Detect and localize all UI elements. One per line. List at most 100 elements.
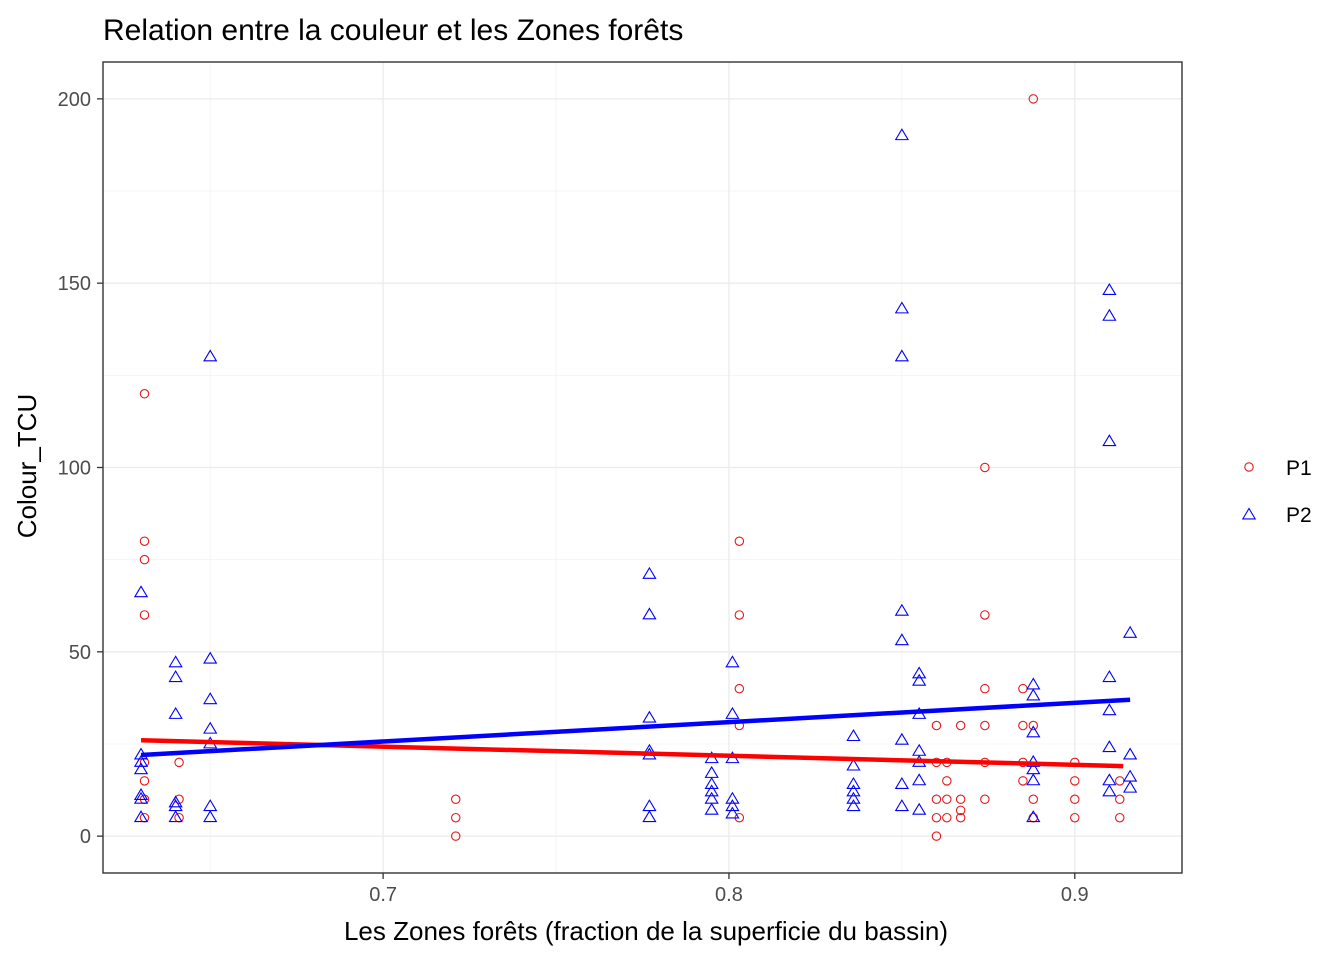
data-point [168, 810, 183, 823]
legend-label: P2 [1286, 504, 1312, 527]
data-point [912, 773, 927, 786]
chart-title: Relation entre la couleur et les Zones f… [103, 14, 683, 47]
y-tick-label: 50 [69, 642, 91, 664]
trend-lines [140, 697, 1131, 769]
data-point [980, 610, 990, 620]
data-point [1102, 784, 1117, 797]
data-point [931, 794, 942, 805]
data-point [931, 812, 942, 823]
data-point [931, 831, 942, 841]
data-point [203, 349, 218, 362]
data-point [894, 128, 910, 141]
data-point [1026, 810, 1041, 823]
data-point [133, 585, 149, 598]
data-point [912, 673, 927, 686]
data-point [955, 794, 966, 805]
series-p2 [133, 128, 1138, 823]
legend-key-p2 [1241, 507, 1257, 520]
data-point [1122, 780, 1138, 793]
legend: P1 P2 [1241, 457, 1312, 527]
data-point [980, 462, 990, 473]
data-point [1018, 776, 1028, 786]
data-point [980, 794, 990, 805]
data-point [1102, 670, 1117, 683]
data-point [139, 610, 150, 620]
y-tick-label: 0 [80, 826, 91, 848]
data-point [168, 706, 183, 719]
data-point [955, 812, 966, 823]
plot-area [102, 61, 1183, 874]
data-point [1018, 720, 1028, 731]
data-point [1122, 747, 1138, 760]
trend-line-p2 [140, 697, 1131, 758]
data-point [704, 776, 719, 789]
data-point [1026, 754, 1041, 767]
data-point [725, 806, 740, 819]
legend-key-p1 [1244, 462, 1254, 472]
data-point [203, 721, 218, 734]
data-point [1102, 740, 1117, 753]
data-point [846, 784, 861, 797]
data-point [133, 754, 149, 767]
data-point [133, 762, 149, 775]
data-point [894, 301, 910, 314]
data-point [894, 633, 910, 646]
data-point [704, 784, 719, 797]
data-point [1122, 625, 1138, 638]
data-point [1026, 773, 1041, 786]
x-tick-label: 0.7 [369, 884, 397, 906]
grid-major [103, 62, 1182, 873]
data-point [168, 655, 183, 668]
data-point [734, 536, 745, 546]
data-points [133, 94, 1138, 841]
data-point [894, 603, 910, 616]
data-point [942, 794, 952, 805]
data-point [642, 810, 657, 823]
data-point [1026, 688, 1041, 701]
data-point [894, 349, 910, 362]
data-point [846, 799, 861, 812]
x-tick-label: 0.8 [715, 884, 743, 906]
data-point [203, 651, 218, 664]
y-axis: 0 50 100 150 200 [58, 89, 103, 848]
data-point [1102, 434, 1117, 447]
legend-label: P1 [1286, 457, 1312, 480]
data-point [133, 788, 149, 801]
data-point [1028, 720, 1039, 731]
data-point [942, 812, 952, 823]
data-point [203, 692, 218, 705]
data-point [725, 655, 740, 668]
data-point [1102, 282, 1117, 296]
data-point [942, 776, 952, 786]
data-point [642, 566, 657, 579]
data-point [139, 554, 150, 565]
data-point [846, 729, 861, 742]
data-point [1026, 725, 1041, 738]
data-point [931, 720, 942, 731]
data-point [955, 720, 966, 731]
x-tick-label: 0.9 [1061, 884, 1089, 906]
data-point [846, 776, 861, 789]
y-axis-title: Colour_TCU [12, 394, 42, 539]
y-tick-label: 150 [58, 273, 91, 295]
data-point [1102, 703, 1117, 716]
data-point [912, 802, 927, 815]
data-point [725, 799, 740, 812]
data-point [139, 536, 150, 546]
data-point [168, 670, 183, 683]
data-point [450, 794, 461, 805]
data-point [133, 791, 149, 804]
data-point [133, 810, 149, 823]
data-point [174, 794, 184, 805]
data-point [168, 795, 183, 808]
legend-marker [1241, 507, 1257, 520]
data-point [642, 607, 657, 620]
data-point [642, 710, 657, 723]
data-point [139, 389, 150, 399]
data-point [1070, 812, 1080, 823]
data-point [734, 610, 745, 620]
data-point [894, 776, 910, 789]
data-point [894, 732, 910, 745]
data-point [1070, 776, 1080, 786]
